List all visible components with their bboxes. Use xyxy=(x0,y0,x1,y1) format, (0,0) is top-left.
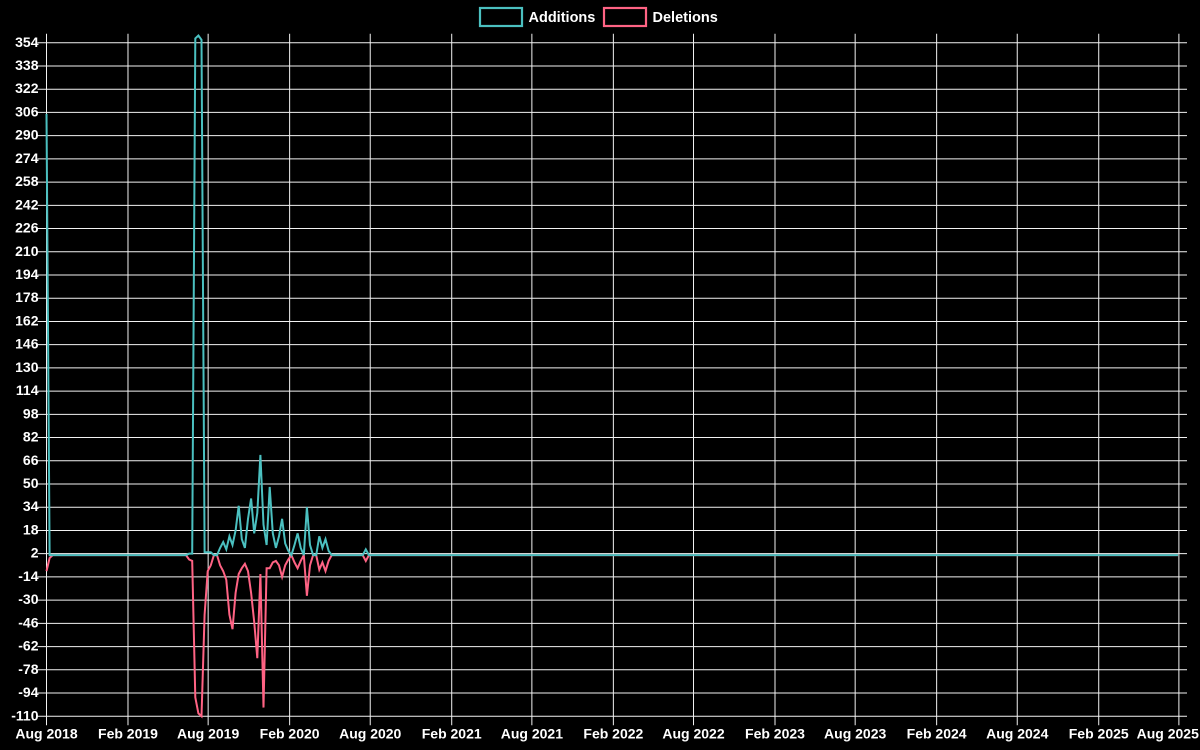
svg-text:290: 290 xyxy=(15,127,39,143)
svg-text:178: 178 xyxy=(15,289,39,305)
svg-text:Aug 2022: Aug 2022 xyxy=(662,725,724,741)
svg-text:-94: -94 xyxy=(18,684,38,700)
svg-text:Feb 2022: Feb 2022 xyxy=(583,725,643,741)
svg-text:98: 98 xyxy=(23,405,39,421)
svg-text:194: 194 xyxy=(15,266,39,282)
svg-text:Feb 2020: Feb 2020 xyxy=(260,725,320,741)
svg-text:114: 114 xyxy=(16,382,39,398)
svg-text:274: 274 xyxy=(15,150,39,166)
svg-text:Feb 2024: Feb 2024 xyxy=(907,725,967,741)
svg-text:146: 146 xyxy=(15,336,39,352)
svg-text:130: 130 xyxy=(15,359,39,375)
svg-text:-78: -78 xyxy=(18,661,38,677)
svg-text:Feb 2021: Feb 2021 xyxy=(422,725,482,741)
svg-text:Aug 2025: Aug 2025 xyxy=(1137,725,1199,741)
svg-text:242: 242 xyxy=(15,196,39,212)
svg-text:Aug 2023: Aug 2023 xyxy=(824,725,886,741)
svg-text:Feb 2025: Feb 2025 xyxy=(1069,725,1129,741)
svg-text:34: 34 xyxy=(23,498,39,514)
svg-text:322: 322 xyxy=(15,80,39,96)
svg-text:226: 226 xyxy=(15,220,39,236)
svg-text:-30: -30 xyxy=(18,591,38,607)
svg-text:50: 50 xyxy=(23,475,39,491)
svg-text:Aug 2024: Aug 2024 xyxy=(986,725,1048,741)
svg-text:82: 82 xyxy=(23,429,39,445)
svg-text:Deletions: Deletions xyxy=(653,10,718,26)
svg-text:Aug 2018: Aug 2018 xyxy=(15,725,77,741)
svg-text:-62: -62 xyxy=(18,638,38,654)
svg-text:18: 18 xyxy=(23,521,39,537)
svg-text:306: 306 xyxy=(15,103,39,119)
svg-text:Aug 2019: Aug 2019 xyxy=(177,725,239,741)
svg-text:258: 258 xyxy=(15,173,39,189)
svg-text:210: 210 xyxy=(15,243,39,259)
svg-text:162: 162 xyxy=(15,312,39,328)
svg-text:338: 338 xyxy=(15,57,39,73)
svg-text:Aug 2021: Aug 2021 xyxy=(501,725,563,741)
svg-text:Aug 2020: Aug 2020 xyxy=(339,725,401,741)
svg-text:66: 66 xyxy=(23,452,39,468)
svg-text:Feb 2019: Feb 2019 xyxy=(98,725,158,741)
svg-text:-46: -46 xyxy=(18,614,38,630)
svg-text:Feb 2023: Feb 2023 xyxy=(745,725,805,741)
svg-text:-14: -14 xyxy=(18,568,38,584)
svg-text:-110: -110 xyxy=(11,707,38,723)
svg-text:Additions: Additions xyxy=(529,10,596,26)
svg-text:2: 2 xyxy=(31,545,39,561)
svg-text:354: 354 xyxy=(15,34,39,50)
